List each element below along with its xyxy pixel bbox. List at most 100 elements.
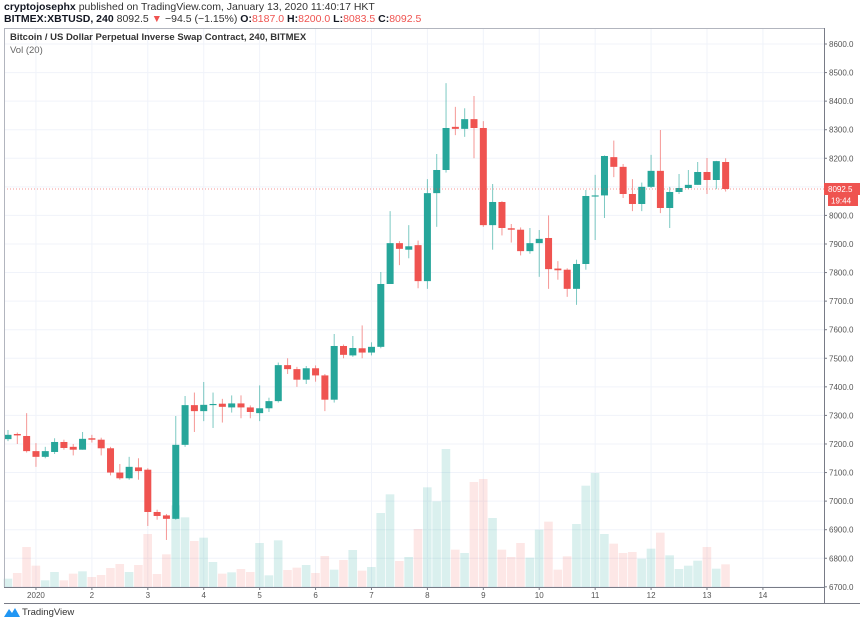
candle (200, 381, 208, 422)
price-label: 6700.0 (829, 583, 854, 592)
volume-bar (450, 549, 460, 587)
candle-body (218, 403, 226, 407)
candle-body (293, 369, 301, 380)
candle-body (535, 238, 543, 244)
time-label: 10 (535, 591, 544, 600)
candle-body (451, 126, 459, 129)
price-label: 8400.0 (829, 97, 854, 106)
candle-body (489, 201, 497, 226)
close-label: C: (378, 13, 390, 25)
current-price-value: 8092.5 (828, 185, 853, 194)
open-value: 8187.0 (251, 13, 285, 25)
volume-bar (637, 558, 646, 587)
candle-body (582, 195, 590, 264)
volume-bar (516, 543, 525, 587)
volume-bar (600, 534, 609, 587)
candle-body (694, 171, 702, 185)
volume-bar (721, 564, 730, 587)
tradingview-logo: TradingView (4, 607, 74, 618)
high-value: 8200.0 (298, 13, 331, 25)
time-label: 13 (703, 591, 712, 600)
symbol: BITMEX:XBTUSD, 240 (4, 13, 114, 25)
candle (638, 182, 646, 212)
candle (172, 415, 180, 520)
volume-bar (711, 568, 721, 587)
volume-bar (106, 568, 115, 587)
candle-body (722, 161, 730, 189)
volume-bar (693, 560, 702, 587)
volume-bar (339, 560, 348, 587)
low-label: L: (333, 13, 344, 25)
price-label: 7700.0 (829, 297, 854, 306)
price-label: 7600.0 (829, 326, 854, 335)
candle-body (554, 268, 562, 271)
price-chart[interactable]: 8600.0 8500.0 8400.0 8300.0 8200.0 8000.0 7900… (0, 0, 860, 606)
candle (358, 325, 366, 359)
candle (340, 344, 348, 359)
candle-body (461, 119, 469, 129)
candle-body (647, 170, 655, 187)
candle (498, 201, 506, 236)
candle-body (423, 193, 431, 282)
volume-bar (460, 553, 469, 587)
candle (256, 385, 264, 422)
volume-bar (553, 569, 563, 587)
last-price: 8092.5 (116, 13, 149, 25)
candle-body (563, 269, 571, 289)
volume-bar (702, 547, 712, 587)
volume-bar (227, 572, 236, 587)
candle-body (321, 375, 329, 400)
candle (423, 179, 431, 289)
volume-bar (143, 534, 152, 587)
price-label: 7100.0 (829, 469, 854, 478)
volume-bar (348, 550, 358, 587)
candle-body (703, 171, 711, 180)
candle-body (395, 243, 403, 249)
volume-indicator-label[interactable]: Vol (20) (10, 45, 43, 56)
candle-body (479, 127, 487, 226)
price-label: 7800.0 (829, 269, 854, 278)
candle-body (573, 263, 581, 289)
candle (591, 174, 599, 240)
candle-body (190, 405, 198, 412)
price-label: 8200.0 (829, 154, 854, 163)
candle (619, 163, 627, 198)
candle-body (172, 444, 180, 519)
candle (694, 161, 702, 185)
price-label: 8000.0 (829, 211, 854, 220)
candle-body (237, 403, 245, 408)
candle (13, 432, 21, 444)
published-text: published on TradingView.com, January 13… (78, 1, 375, 13)
candle (656, 129, 664, 214)
volume-bar (283, 570, 292, 587)
candle-body (284, 365, 292, 370)
candle-body (13, 433, 21, 436)
candle-body (23, 435, 31, 452)
candle-body (675, 187, 683, 192)
volume-bar (96, 575, 106, 587)
candle-body (144, 469, 152, 512)
tradingview-logo-icon (4, 608, 20, 617)
candle-body (340, 345, 348, 355)
volume-bar (357, 570, 367, 587)
candle-body (302, 368, 310, 380)
volume-bar (385, 494, 395, 587)
candle (507, 223, 515, 243)
publish-info: cryptojosephx published on TradingView.c… (4, 1, 375, 13)
time-label: 8 (425, 591, 430, 600)
candle (284, 358, 292, 374)
candle-body (209, 403, 217, 406)
candle (712, 160, 720, 190)
candle-body (358, 348, 366, 353)
volume-bar (12, 573, 22, 587)
candle (675, 173, 683, 194)
time-label: 11 (591, 591, 600, 600)
candle-body (79, 438, 87, 450)
volume-bar (329, 569, 339, 587)
publisher-name[interactable]: cryptojosephx (4, 1, 76, 13)
candle (69, 443, 77, 456)
candle (228, 395, 236, 413)
symbol-info: BITMEX:XBTUSD, 240 8092.5 ▼ −94.5 (−1.15… (4, 13, 421, 25)
volume-bar (190, 541, 199, 587)
volume-bar (423, 487, 432, 587)
